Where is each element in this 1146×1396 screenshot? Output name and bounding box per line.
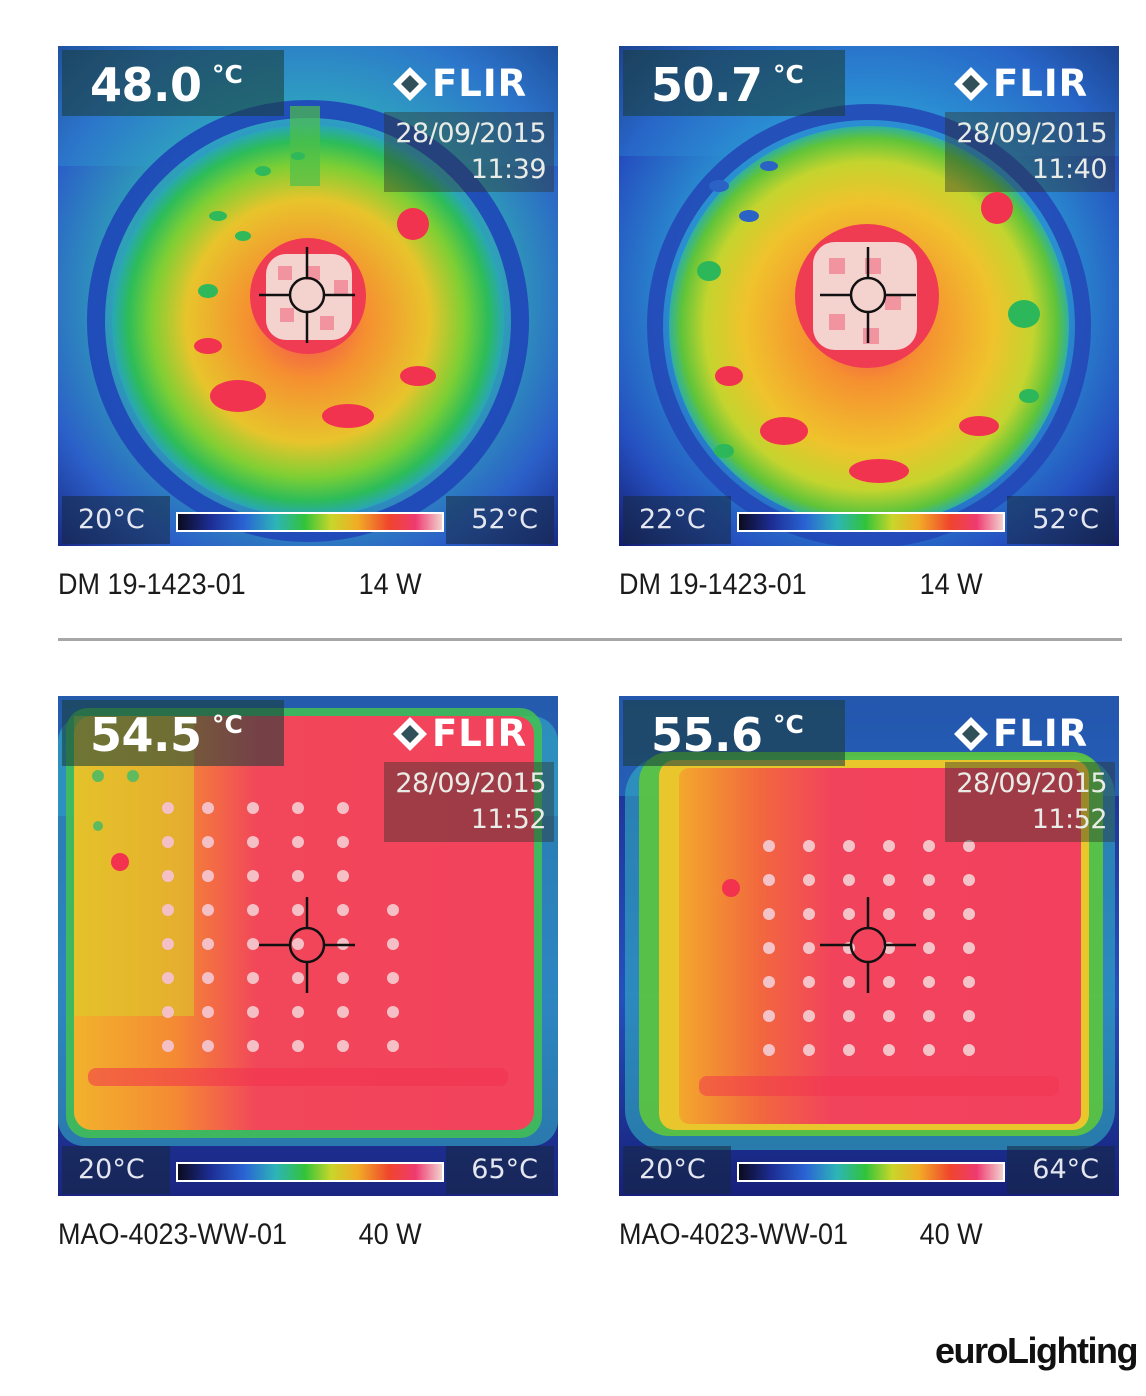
flir-logo-text: FLIR (993, 712, 1089, 755)
thermal-panel-3: 54.5 °C FLIR 28/09/2015 11:52 20°C 65°C … (58, 696, 558, 1251)
flir-logo-text: FLIR (993, 62, 1089, 105)
temperature-colorbar (737, 512, 1005, 532)
crosshair-icon (259, 247, 355, 343)
datetime-box: 28/09/2015 11:40 (945, 112, 1115, 192)
scale-max-box: 64°C (1007, 1146, 1115, 1194)
flir-diamond-icon (393, 67, 427, 101)
capture-date: 28/09/2015 (956, 768, 1107, 799)
caption: MAO-4023-WW-01 40 W (619, 1218, 1069, 1258)
scale-min-box: 20°C (62, 1146, 170, 1194)
caption: DM 19-1423-01 14 W (619, 568, 1069, 608)
temperature-colorbar (737, 1162, 1005, 1182)
power-rating: 40 W (358, 1218, 422, 1251)
caption: MAO-4023-WW-01 40 W (58, 1218, 508, 1258)
thermal-panel-1: 48.0 °C FLIR 28/09/2015 11:39 20°C 52°C … (58, 46, 558, 601)
spot-temperature: 54.5 (90, 708, 202, 762)
scale-max: 65°C (471, 1154, 538, 1185)
power-rating: 14 W (358, 568, 422, 601)
flir-logo: FLIR (953, 62, 1113, 106)
flir-logo: FLIR (392, 62, 552, 106)
scale-min: 20°C (639, 1154, 706, 1185)
thermal-scene (58, 696, 558, 1196)
scale-min: 22°C (639, 504, 706, 535)
spot-temperature: 50.7 (651, 58, 763, 112)
flir-logo: FLIR (953, 712, 1113, 756)
temperature-unit: °C (212, 710, 243, 739)
capture-date: 28/09/2015 (395, 118, 546, 149)
model-number: DM 19-1423-01 (58, 568, 246, 601)
capture-time: 11:52 (470, 804, 547, 835)
flir-diamond-icon (954, 717, 988, 751)
spot-temperature-box: 48.0 °C (62, 50, 284, 116)
capture-time: 11:40 (1031, 154, 1108, 185)
temperature-colorbar (176, 1162, 444, 1182)
capture-date: 28/09/2015 (395, 768, 546, 799)
power-rating: 40 W (919, 1218, 983, 1251)
scale-min: 20°C (78, 504, 145, 535)
brand-logo: euroLighting (935, 1330, 1138, 1371)
temperature-colorbar (176, 512, 444, 532)
crosshair-icon (259, 897, 355, 993)
model-number: MAO-4023-WW-01 (619, 1218, 849, 1251)
power-rating: 14 W (919, 568, 983, 601)
temperature-unit: °C (773, 60, 804, 89)
scale-max: 52°C (471, 504, 538, 535)
capture-date: 28/09/2015 (956, 118, 1107, 149)
scale-max-box: 52°C (446, 496, 554, 544)
spot-temperature: 48.0 (90, 58, 202, 112)
thermal-panel-2: 50.7 °C FLIR 28/09/2015 11:40 22°C 52°C … (619, 46, 1119, 601)
temperature-unit: °C (212, 60, 243, 89)
model-number: DM 19-1423-01 (619, 568, 807, 601)
thermal-panel-4: 55.6 °C FLIR 28/09/2015 11:52 20°C 64°C … (619, 696, 1119, 1251)
scale-max-box: 52°C (1007, 496, 1115, 544)
scale-max: 64°C (1032, 1154, 1099, 1185)
datetime-box: 28/09/2015 11:39 (384, 112, 554, 192)
flir-diamond-icon (393, 717, 427, 751)
caption: DM 19-1423-01 14 W (58, 568, 508, 608)
scale-max-box: 65°C (446, 1146, 554, 1194)
thermal-image: 48.0 °C FLIR 28/09/2015 11:39 20°C 52°C (58, 46, 558, 546)
spot-temperature-box: 54.5 °C (62, 700, 284, 766)
thermal-scene (58, 46, 558, 546)
thermal-image: 55.6 °C FLIR 28/09/2015 11:52 20°C 64°C (619, 696, 1119, 1196)
datetime-box: 28/09/2015 11:52 (384, 762, 554, 842)
thermal-image: 50.7 °C FLIR 28/09/2015 11:40 22°C 52°C (619, 46, 1119, 546)
spot-temperature: 55.6 (651, 708, 763, 762)
section-divider (58, 638, 1122, 641)
flir-logo: FLIR (392, 712, 552, 756)
thermal-scene (619, 696, 1119, 1196)
thermal-image: 54.5 °C FLIR 28/09/2015 11:52 20°C 65°C (58, 696, 558, 1196)
datetime-box: 28/09/2015 11:52 (945, 762, 1115, 842)
capture-time: 11:52 (1031, 804, 1108, 835)
crosshair-icon (820, 897, 916, 993)
capture-time: 11:39 (470, 154, 547, 185)
flir-logo-text: FLIR (432, 62, 528, 105)
scale-min-box: 20°C (623, 1146, 731, 1194)
flir-logo-text: FLIR (432, 712, 528, 755)
model-number: MAO-4023-WW-01 (58, 1218, 288, 1251)
led-grid (162, 802, 399, 1052)
temperature-unit: °C (773, 710, 804, 739)
scale-max: 52°C (1032, 504, 1099, 535)
spot-temperature-box: 55.6 °C (623, 700, 845, 766)
spot-temperature-box: 50.7 °C (623, 50, 845, 116)
crosshair-icon (820, 247, 916, 343)
scale-min: 20°C (78, 1154, 145, 1185)
flir-diamond-icon (954, 67, 988, 101)
scale-min-box: 22°C (623, 496, 731, 544)
scale-min-box: 20°C (62, 496, 170, 544)
